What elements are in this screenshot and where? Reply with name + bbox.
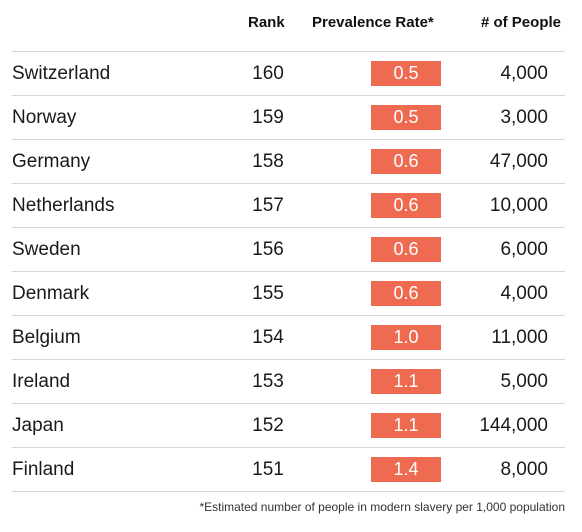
rank-value: 153 — [252, 371, 284, 392]
people-count: 3,000 — [500, 107, 548, 128]
table-row: Germany 158 0.6 47,000 — [12, 140, 565, 184]
table-row: Switzerland 160 0.5 4,000 — [12, 52, 565, 96]
table-row: Belgium 154 1.0 11,000 — [12, 316, 565, 360]
table-row: Netherlands 157 0.6 10,000 — [12, 184, 565, 228]
country-name: Germany — [12, 151, 91, 172]
country-name: Finland — [12, 459, 75, 480]
table-row: Japan 152 1.1 144,000 — [12, 404, 565, 448]
people-count: 11,000 — [491, 327, 548, 348]
people-count: 6,000 — [500, 239, 548, 260]
table-header: Rank Prevalence Rate* # of People — [12, 0, 565, 52]
prevalence-rate-badge: 0.6 — [371, 193, 441, 218]
people-count: 4,000 — [500, 283, 548, 304]
prevalence-rate-badge: 0.5 — [371, 105, 441, 130]
table-row: Denmark 155 0.6 4,000 — [12, 272, 565, 316]
rank-value: 157 — [252, 195, 284, 216]
people-count: 144,000 — [479, 415, 548, 436]
country-name: Ireland — [12, 371, 71, 392]
table-row: Finland 151 1.4 8,000 — [12, 448, 565, 492]
people-count: 47,000 — [489, 151, 548, 172]
rank-value: 155 — [252, 283, 284, 304]
table-row: Norway 159 0.5 3,000 — [12, 96, 565, 140]
prevalence-rate-badge: 1.0 — [371, 325, 441, 350]
prevalence-rate-badge: 0.6 — [371, 281, 441, 306]
people-column-header: # of People — [480, 14, 561, 31]
rank-value: 156 — [252, 239, 284, 260]
country-name: Denmark — [12, 283, 90, 304]
prevalence-rate-badge: 0.6 — [371, 237, 441, 262]
rank-value: 151 — [252, 459, 284, 480]
country-name: Sweden — [12, 239, 81, 260]
rank-value: 159 — [252, 107, 284, 128]
rank-value: 158 — [252, 151, 284, 172]
footnote: *Estimated number of people in modern sl… — [199, 500, 565, 514]
rank-value: 160 — [252, 63, 284, 84]
people-count: 10,000 — [489, 195, 548, 216]
country-name: Switzerland — [12, 63, 111, 84]
people-count: 4,000 — [500, 63, 548, 84]
table-row: Sweden 156 0.6 6,000 — [12, 228, 565, 272]
rank-value: 154 — [252, 327, 284, 348]
rank-column-header: Rank — [248, 14, 285, 31]
people-count: 5,000 — [500, 371, 548, 392]
table-row: Ireland 153 1.1 5,000 — [12, 360, 565, 404]
prevalence-rate-badge: 1.1 — [371, 413, 441, 438]
country-name: Netherlands — [12, 195, 115, 216]
rank-value: 152 — [252, 415, 284, 436]
prevalence-rate-badge: 1.4 — [371, 457, 441, 482]
people-count: 8,000 — [500, 459, 548, 480]
prevalence-rate-badge: 1.1 — [371, 369, 441, 394]
prevalence-rate-column-header: Prevalence Rate* — [312, 14, 434, 31]
prevalence-rate-badge: 0.6 — [371, 149, 441, 174]
country-name: Norway — [12, 107, 77, 128]
prevalence-rate-badge: 0.5 — [371, 61, 441, 86]
ranking-table: Rank Prevalence Rate* # of People Switze… — [12, 0, 565, 492]
country-name: Belgium — [12, 327, 81, 348]
country-name: Japan — [12, 415, 64, 436]
